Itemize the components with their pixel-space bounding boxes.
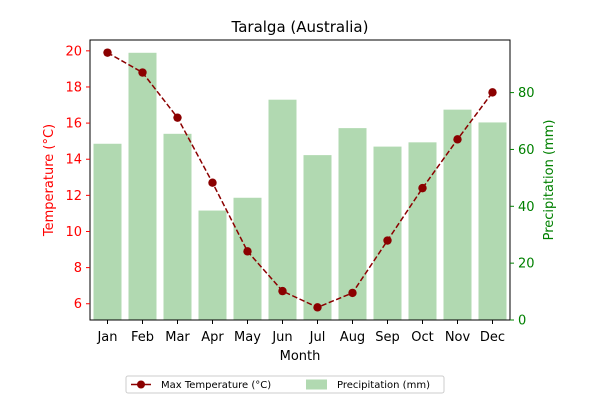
temperature-line <box>103 48 497 312</box>
x-tick-label: Oct <box>411 330 433 345</box>
precipitation-bar-may <box>233 197 262 320</box>
temperature-point-jun <box>278 286 287 296</box>
precipitation-bar-dec <box>478 122 507 320</box>
y-left-tick-label: 16 <box>65 117 82 132</box>
temperature-line-path <box>107 51 494 309</box>
precipitation-bar-nov <box>443 109 472 320</box>
precipitation-bar-aug <box>338 128 367 320</box>
temperature-point-aug <box>348 288 357 298</box>
y-left-tick-label: 12 <box>65 189 82 204</box>
x-tick-label: Nov <box>445 330 471 345</box>
x-tick-label: Jul <box>309 330 326 345</box>
x-tick-label: Sep <box>375 330 400 345</box>
precipitation-bar-feb <box>128 52 157 321</box>
y-left-tick-label: 14 <box>65 153 82 168</box>
y-right-tick-label: 40 <box>518 200 535 215</box>
x-tick-label: May <box>234 330 261 345</box>
precipitation-bar-oct <box>408 142 437 320</box>
y-left-tick-label: 6 <box>74 297 82 312</box>
legend-label-temperature: Max Temperature (°C) <box>161 380 271 391</box>
x-tick-label: Mar <box>165 330 190 345</box>
temperature-point-may <box>243 247 252 256</box>
x-tick-label: Aug <box>340 330 365 345</box>
y-right-tick-label: 0 <box>518 314 526 329</box>
precipitation-bar-jun <box>268 99 297 320</box>
temperature-point-mar <box>173 113 182 122</box>
temperature-point-feb <box>138 68 147 77</box>
y-left-tick-label: 8 <box>74 261 82 276</box>
precipitation-bar-apr <box>198 210 227 320</box>
y-left-tick-label: 10 <box>65 225 82 240</box>
legend-bar-swatch <box>306 379 327 390</box>
y-left-tick-label: 18 <box>65 80 82 95</box>
y-right-tick-label: 60 <box>518 143 535 158</box>
x-tick-label: Apr <box>201 330 224 345</box>
y-right-tick-label: 20 <box>518 257 535 272</box>
temperature-point-nov <box>453 135 462 144</box>
precipitation-bar-sep <box>373 146 402 320</box>
temperature-point-sep <box>383 236 392 245</box>
y-right-tick-label: 80 <box>518 86 535 101</box>
precipitation-bar-mar <box>163 133 192 320</box>
precipitation-bar-jan <box>93 143 122 320</box>
x-tick-label: Dec <box>480 330 505 345</box>
axes: Jan Feb Mar Apr May Jun Jul Aug Sep Oct Nov Dec 6 8 10… <box>65 39 535 345</box>
x-tick-label: Feb <box>131 330 154 345</box>
legend-frame <box>125 375 445 394</box>
y-left-tick-label: 20 <box>65 44 82 59</box>
temperature-point-dec <box>488 88 497 97</box>
x-axis-label: Month <box>280 349 321 364</box>
y-axis-left-label: Temperature (°C) <box>42 124 57 237</box>
precipitation-bars <box>93 52 507 321</box>
y-axis-right-label: Precipitation (mm) <box>542 120 557 241</box>
chart-title: Taralga (Australia) <box>231 18 369 36</box>
x-tick-label: Jun <box>271 330 292 345</box>
plot-frame <box>89 39 511 321</box>
precipitation-bar-jul <box>303 155 332 320</box>
x-tick-label: Jan <box>96 330 117 345</box>
temperature-point-jan <box>103 48 112 57</box>
temperature-point-oct <box>418 183 427 193</box>
temperature-point-apr <box>208 178 217 187</box>
legend: Max Temperature (°C) Precipitation (mm) <box>125 375 445 394</box>
temperature-point-jul <box>313 303 322 312</box>
legend-label-precipitation: Precipitation (mm) <box>337 380 430 391</box>
legend-marker-swatch <box>137 380 145 389</box>
